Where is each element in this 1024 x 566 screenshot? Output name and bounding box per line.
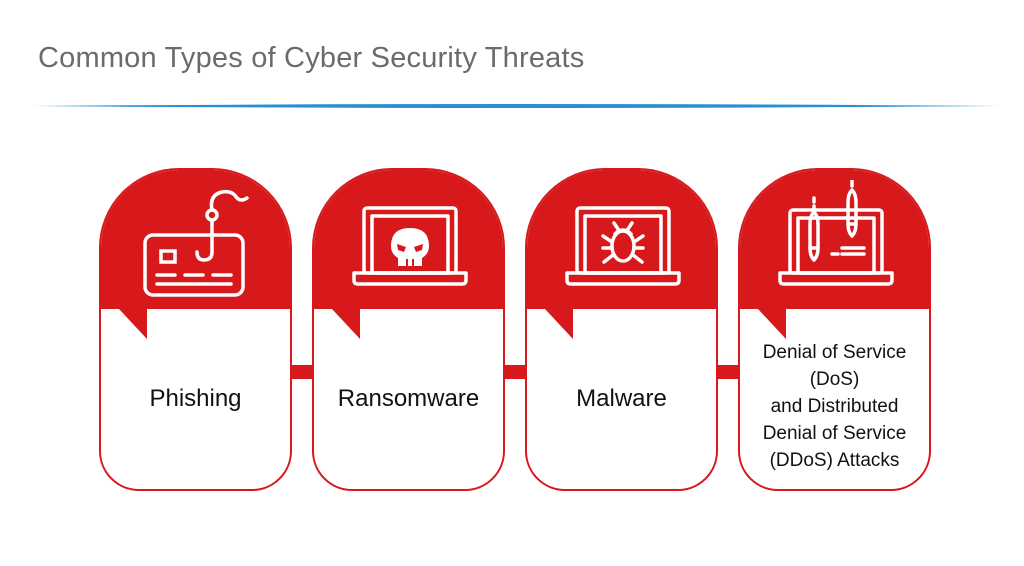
- card-label-line: (DoS): [809, 368, 860, 390]
- card-label: Denial of Service (DoS) and Distributed …: [744, 309, 925, 489]
- card-ddos: Denial of Service (DoS) and Distributed …: [738, 168, 931, 491]
- laptop-bug-icon: [565, 206, 681, 286]
- card-label-line: Denial of Service: [762, 341, 907, 363]
- card-label-line: (DDoS) Attacks: [769, 449, 900, 471]
- card-phishing: Phishing: [99, 168, 292, 491]
- connector: [717, 365, 739, 379]
- card-label: Malware: [576, 385, 667, 412]
- speech-tail: [545, 309, 573, 339]
- speech-tail: [119, 309, 147, 339]
- card-label-line: and Distributed: [770, 395, 899, 417]
- speech-tail: [758, 309, 786, 339]
- card-ransomware: Ransomware: [312, 168, 505, 491]
- card-label: Ransomware: [337, 385, 480, 412]
- credit-card-fishhook-icon: [143, 189, 249, 297]
- connector: [504, 365, 526, 379]
- card-malware: Malware: [525, 168, 718, 491]
- title-divider: [32, 104, 1000, 108]
- card-label-line: Denial of Service: [762, 422, 907, 444]
- laptop-missiles-icon: [778, 180, 894, 286]
- laptop-skull-icon: [352, 206, 468, 286]
- card-label: Phishing: [149, 385, 242, 412]
- connector: [291, 365, 313, 379]
- page-title: Common Types of Cyber Security Threats: [38, 42, 585, 74]
- speech-tail: [332, 309, 360, 339]
